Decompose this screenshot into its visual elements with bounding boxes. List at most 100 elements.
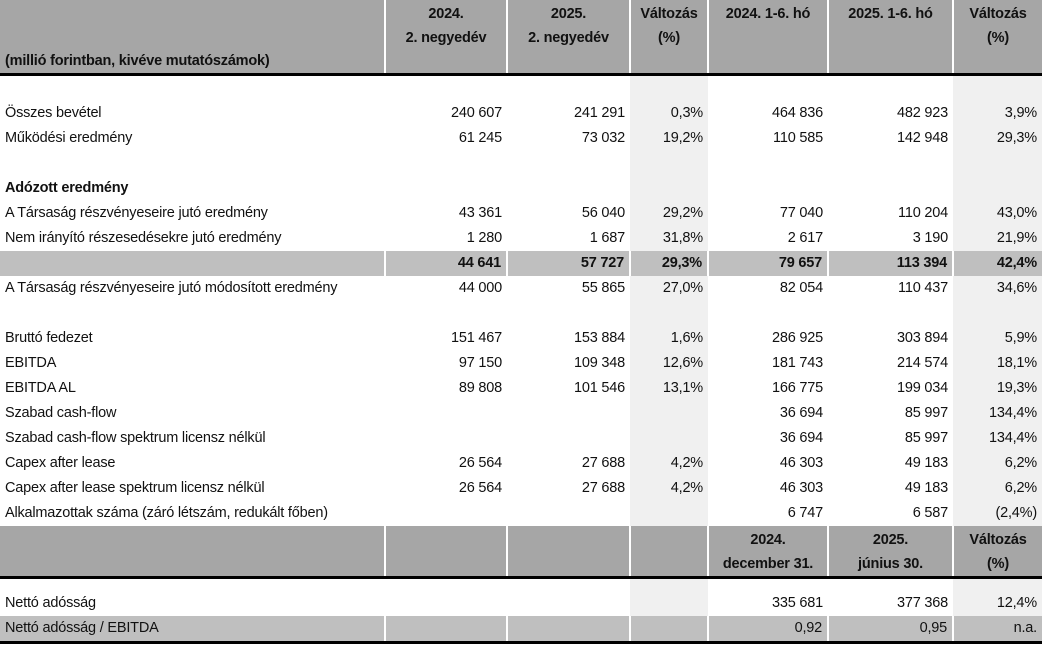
unit-note xyxy=(0,525,386,577)
table-row: Capex after lease spektrum licensz nélkü… xyxy=(0,475,1042,501)
divider-cell xyxy=(0,72,385,77)
value-cell xyxy=(828,176,953,201)
row-label: EBITDA xyxy=(5,354,57,371)
divider-cell xyxy=(828,575,953,580)
column-header-line: június 30. xyxy=(858,555,923,572)
column-header: 2024. 1-6. hó xyxy=(708,0,829,74)
value-cell xyxy=(708,301,828,326)
value-cell xyxy=(708,76,828,101)
row-label xyxy=(0,301,385,326)
value-cell xyxy=(385,151,507,176)
value-cell: 27 688 xyxy=(581,454,625,471)
value-cell: 110 204 xyxy=(898,204,948,221)
column-header-line: december 31. xyxy=(722,555,814,572)
value-cell xyxy=(507,401,630,426)
column-header: 2025. 1-6. hó xyxy=(828,0,954,74)
value-cell: 335 681 xyxy=(771,594,823,611)
change-cell: 12,4% xyxy=(953,590,1042,616)
value-cell: 46 303 xyxy=(779,454,823,471)
column-header-line: (%) xyxy=(987,30,1009,46)
header-row: (millió forintban, kivéve mutatószámok) 2… xyxy=(0,0,1042,74)
value-cell: 89 808 xyxy=(458,379,502,396)
change-cell: n.a. xyxy=(953,615,1042,644)
table-row: EBITDA AL 89 808 101 546 13,1% 166 775 199 03… xyxy=(0,375,1042,401)
value-cell: 110 437 xyxy=(898,279,948,296)
value-cell xyxy=(507,426,630,451)
divider-cell xyxy=(953,575,1042,580)
value-cell xyxy=(708,151,828,176)
change-cell: 29,3% xyxy=(953,125,1042,151)
value-cell xyxy=(507,176,630,201)
value-cell xyxy=(507,579,630,591)
value-cell: 482 923 xyxy=(896,104,948,121)
row-label: Összes bevétel xyxy=(5,104,102,121)
change-cell: 1,6% xyxy=(630,325,708,351)
divider-cell xyxy=(953,72,1042,77)
value-cell: 377 368 xyxy=(896,594,948,611)
table-row: EBITDA 97 150 109 348 12,6% 181 743 214 574 18… xyxy=(0,350,1042,376)
value-cell xyxy=(385,615,508,644)
change-cell: 42,4% xyxy=(953,250,1042,276)
value-cell: 97 150 xyxy=(458,354,502,371)
value-cell: 82 054 xyxy=(779,279,823,296)
divider-cell xyxy=(507,72,630,77)
table-row: Alkalmazottak száma (záró létszám, reduk… xyxy=(0,500,1042,526)
value-cell: 79 657 xyxy=(708,250,829,276)
divider-cell xyxy=(385,72,507,77)
change-cell: 29,3% xyxy=(630,250,709,276)
change-cell: 27,0% xyxy=(630,275,708,301)
change-cell: 13,1% xyxy=(630,375,708,401)
change-cell xyxy=(630,175,708,201)
value-cell: 27 688 xyxy=(581,479,625,496)
spacer-row xyxy=(0,150,1042,176)
table-row: Szabad cash-flow 36 694 85 997 134,4% xyxy=(0,400,1042,426)
column-header: 2025. június 30. xyxy=(828,525,954,577)
value-cell: 109 348 xyxy=(573,354,625,371)
value-cell: 0,92 xyxy=(708,615,829,644)
divider-cell xyxy=(708,575,828,580)
change-cell: 134,4% xyxy=(953,425,1042,451)
divider-cell xyxy=(708,72,828,77)
value-cell xyxy=(828,301,953,326)
value-cell: 153 884 xyxy=(573,329,625,346)
change-cell xyxy=(630,150,708,176)
column-header: Változás (%) xyxy=(953,0,1042,74)
change-cell: 6,2% xyxy=(953,450,1042,476)
value-cell: 199 034 xyxy=(896,379,948,396)
table-row: Capex after lease 26 564 27 688 4,2% 46 303 4… xyxy=(0,450,1042,476)
column-header-line: Változás xyxy=(640,6,698,22)
value-cell: 214 574 xyxy=(896,354,948,371)
value-cell xyxy=(507,301,630,326)
value-cell: 142 948 xyxy=(896,129,948,146)
value-cell xyxy=(828,76,953,101)
value-cell: 303 894 xyxy=(896,329,948,346)
value-cell xyxy=(507,151,630,176)
value-cell: 77 040 xyxy=(779,204,823,221)
header-divider xyxy=(0,72,1042,77)
value-cell: 73 032 xyxy=(581,129,625,146)
value-cell: 6 747 xyxy=(787,504,823,521)
column-header: 2024. december 31. xyxy=(708,525,829,577)
table-row: A Társaság részvényeseire jutó eredmény 4… xyxy=(0,200,1042,226)
change-cell: (2,4%) xyxy=(953,500,1042,526)
table-row: Szabad cash-flow spektrum licensz nélkül… xyxy=(0,425,1042,451)
column-header xyxy=(630,525,709,577)
row-label xyxy=(0,250,386,276)
divider-cell xyxy=(630,72,708,77)
value-cell: 110 585 xyxy=(773,129,823,146)
value-cell xyxy=(385,76,507,101)
value-cell xyxy=(385,579,507,591)
column-header-line: 2. negyedév xyxy=(528,30,609,46)
change-cell: 19,3% xyxy=(953,375,1042,401)
change-cell: 12,6% xyxy=(630,350,708,376)
column-header-line: Változás xyxy=(969,6,1027,22)
column-header-line: 2024. 1-6. hó xyxy=(725,6,811,22)
change-cell: 31,8% xyxy=(630,225,708,251)
column-header: 2025. 2. negyedév xyxy=(507,0,631,74)
value-cell: 36 694 xyxy=(779,404,823,421)
column-header-line: 2025. 1-6. hó xyxy=(848,6,933,22)
value-cell: 464 836 xyxy=(771,104,823,121)
value-cell xyxy=(507,76,630,101)
value-cell: 113 394 xyxy=(828,250,954,276)
